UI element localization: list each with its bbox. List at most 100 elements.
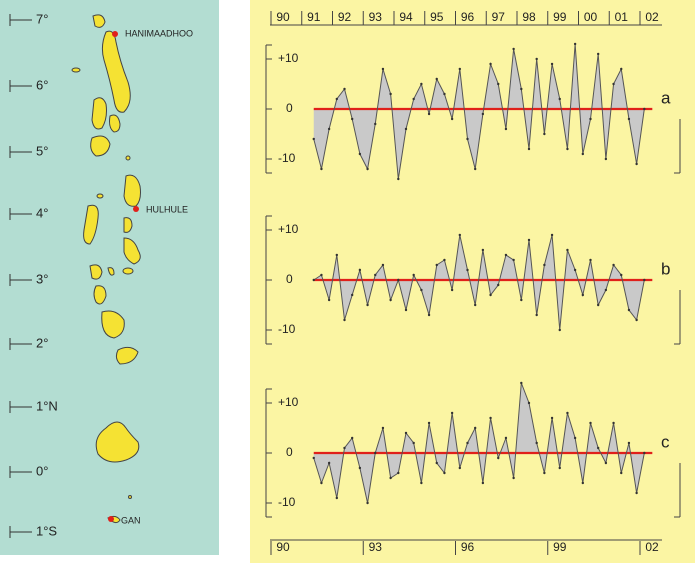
panel-label: b (661, 259, 670, 278)
station-dot (108, 516, 114, 522)
latitude-label: 1°S (36, 523, 57, 538)
point (620, 471, 623, 475)
point (435, 461, 438, 465)
x-tick-label: 96 (461, 540, 475, 554)
point (512, 47, 515, 51)
latitude-label: 1°N (36, 398, 58, 413)
x-tick-label: 99 (553, 10, 567, 24)
point (435, 77, 438, 81)
point (374, 451, 377, 455)
x-tick-label: 00 (584, 10, 598, 24)
point (458, 233, 462, 237)
point (535, 57, 538, 61)
point (343, 446, 346, 450)
point (450, 288, 454, 292)
point (404, 127, 408, 131)
point (427, 112, 431, 116)
point (489, 62, 492, 66)
point (327, 461, 331, 465)
point (535, 441, 538, 445)
point (627, 117, 631, 121)
point (612, 82, 615, 86)
point (481, 248, 485, 252)
point (581, 293, 585, 297)
point (366, 167, 369, 171)
point (397, 177, 400, 181)
point (589, 421, 592, 425)
point (412, 97, 415, 101)
point (535, 313, 538, 317)
point (558, 97, 561, 101)
latitude-label: 2° (36, 335, 48, 350)
point (458, 466, 462, 470)
point (327, 298, 331, 302)
station-label: HANIMAADHOO (125, 28, 193, 38)
point (458, 67, 462, 71)
y-tick-label: -10 (278, 151, 296, 165)
point (374, 122, 377, 126)
point (573, 268, 577, 272)
point (520, 87, 523, 91)
point (573, 42, 577, 46)
point (558, 328, 561, 332)
latitude-label: 6° (36, 77, 48, 92)
point (374, 273, 377, 277)
x-tick-label: 96 (461, 10, 475, 24)
point (635, 162, 638, 166)
point (627, 308, 631, 312)
point (420, 481, 423, 485)
point (443, 471, 446, 475)
point (389, 298, 392, 302)
point (512, 476, 515, 480)
y-tick-label: 0 (286, 101, 293, 115)
point (612, 421, 615, 425)
latitude-label: 5° (36, 143, 48, 158)
point (350, 436, 354, 440)
point (466, 441, 469, 445)
area (313, 44, 645, 179)
point (635, 491, 638, 495)
point (543, 263, 546, 267)
y-tick-label: -10 (278, 322, 296, 336)
x-tick-label: 02 (645, 540, 659, 554)
station-dot (133, 206, 139, 212)
point (466, 268, 469, 272)
y-tick-label: 0 (286, 445, 293, 459)
point (504, 127, 508, 131)
point (566, 147, 569, 151)
point (489, 293, 492, 297)
point (643, 278, 646, 282)
point (627, 441, 631, 445)
x-tick-label: 90 (276, 10, 290, 24)
point (366, 501, 369, 505)
point (566, 411, 569, 415)
point (443, 258, 446, 262)
latitude-label: 0° (36, 463, 48, 478)
point (520, 298, 523, 302)
point (404, 308, 408, 312)
point (543, 471, 546, 475)
x-tick-label: 95 (430, 10, 444, 24)
point (320, 167, 323, 171)
point (489, 416, 492, 420)
point (435, 263, 438, 267)
point (397, 471, 400, 475)
point (550, 233, 554, 237)
point (543, 132, 546, 136)
point (481, 112, 485, 116)
point (358, 466, 362, 470)
point (573, 436, 577, 440)
point (466, 137, 469, 141)
point (389, 92, 392, 96)
islands (71, 14, 141, 524)
point (527, 401, 531, 405)
point (604, 157, 608, 161)
point (350, 117, 354, 121)
station-label: HULHULE (146, 204, 188, 214)
panel-label: a (661, 88, 671, 107)
x-tick-label: 93 (369, 10, 383, 24)
point (381, 263, 385, 267)
point (481, 481, 485, 485)
y-tick-label: +10 (278, 222, 299, 236)
point (343, 318, 346, 322)
